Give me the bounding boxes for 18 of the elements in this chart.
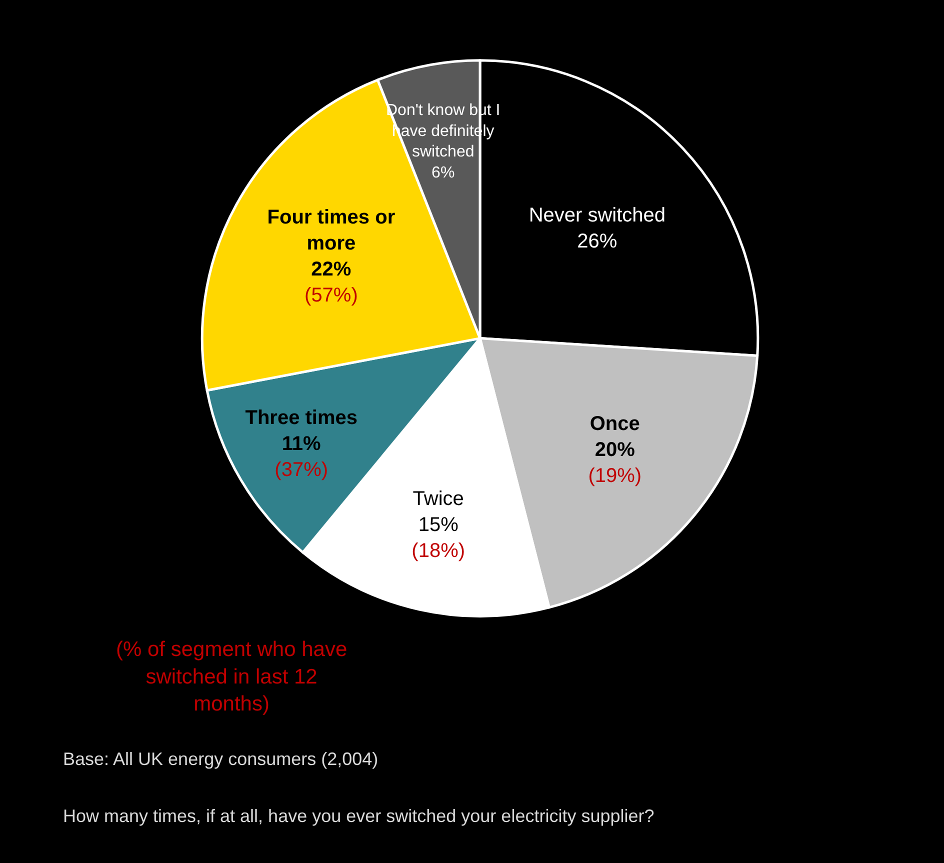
text: How many times, if at all, have you ever switched your electricity supplier? (63, 806, 654, 826)
data-label: 11% (282, 432, 322, 455)
text: (37%) (274, 458, 328, 481)
data-label: 15% (418, 514, 459, 536)
text: Base: All UK energy consumers (2,004) (63, 749, 378, 769)
slice-label: Never switched (528, 204, 666, 226)
data-label: 26% (577, 230, 618, 252)
text: (% of segment who have switched in last 12 months) (116, 638, 348, 716)
slice-label: Four times or more (267, 206, 396, 255)
slice-label: Twice (412, 488, 464, 510)
text: (57%) (304, 284, 358, 307)
slice-label: Once (590, 412, 640, 435)
data-label: 22% (311, 258, 352, 281)
text: (18%) (412, 540, 466, 562)
slice-label: Three times (245, 406, 358, 429)
text: (19%) (588, 464, 642, 487)
data-label: 20% (594, 438, 636, 461)
data-label: 6% (432, 164, 455, 182)
